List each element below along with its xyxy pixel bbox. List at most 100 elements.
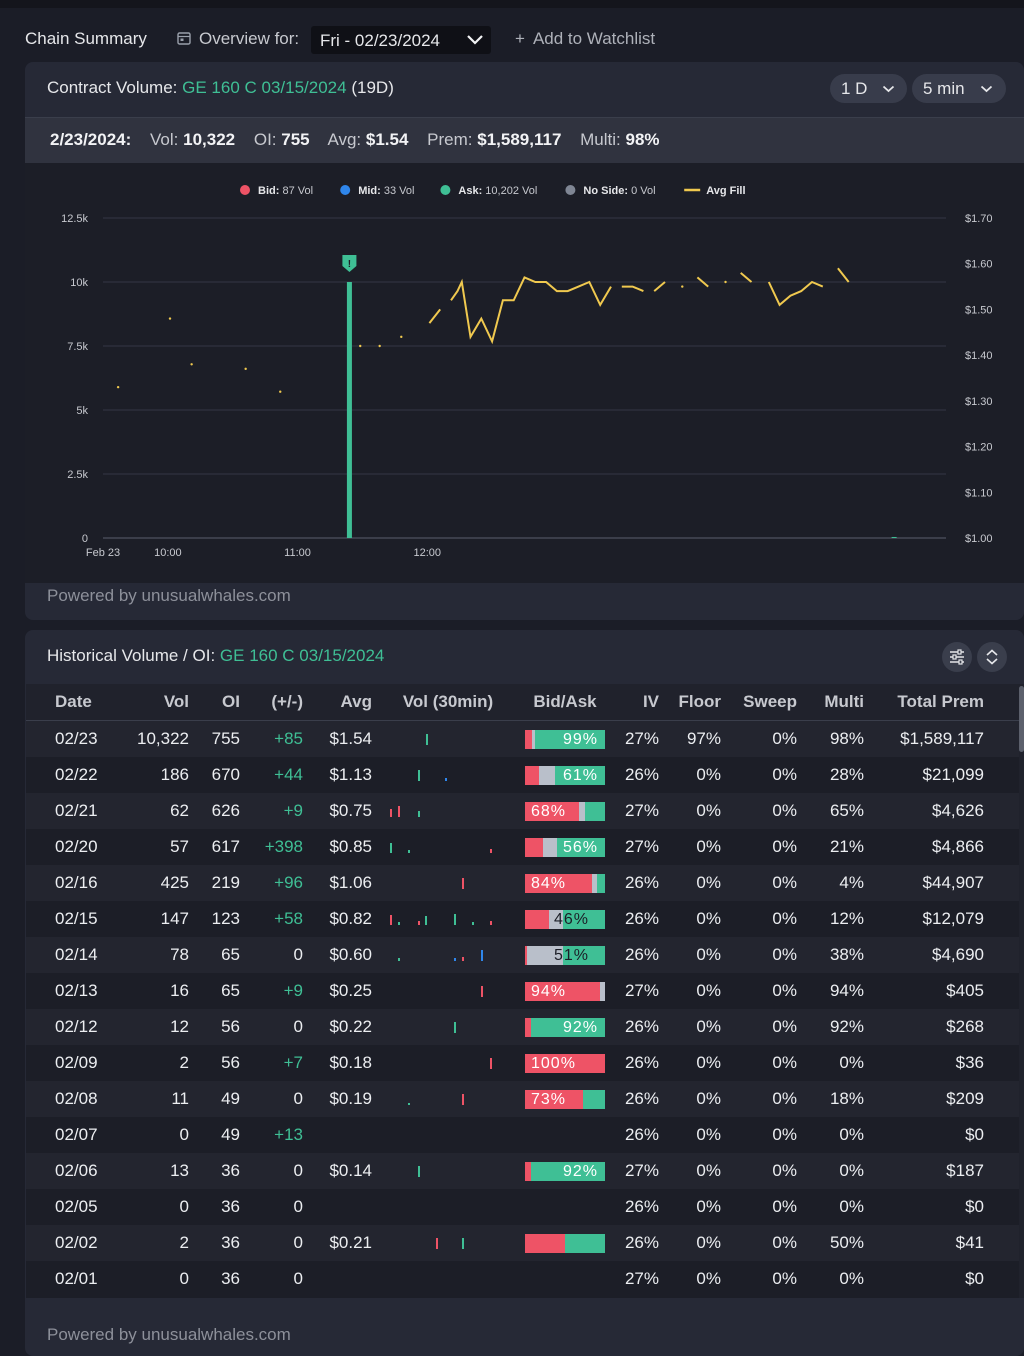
table-row[interactable]: 02/06 13 36 0 $0.14 27% 0% 0% 0% $187 92%: [26, 1153, 1019, 1189]
col-date[interactable]: Date: [55, 692, 92, 711]
avg-fill-point: [681, 285, 684, 288]
col-floor[interactable]: Floor: [678, 692, 722, 711]
cell-floor: 0%: [696, 945, 721, 964]
cell-chg: 0: [293, 1089, 303, 1108]
y-axis-tick-label: 7.5k: [67, 341, 88, 353]
legend-series-value: 87 Vol: [279, 185, 313, 197]
contract-volume-heading: Contract Volume: GE 160 C 03/15/2024 (19…: [47, 78, 394, 98]
cell-chg: 0: [293, 945, 303, 964]
table-row[interactable]: 02/07 0 49 +13 26% 0% 0% 0% $0: [26, 1117, 1019, 1153]
bid-ask-bar: 46%: [525, 910, 605, 929]
bid-segment: [525, 1234, 565, 1253]
historical-contract-symbol[interactable]: GE 160 C 03/15/2024: [219, 646, 385, 665]
table-row[interactable]: 02/16 425 219 +96 $1.06 26% 0% 0% 4% $44,907 84%: [26, 865, 1019, 901]
vol-30min-sparkline: [398, 950, 483, 961]
cell-floor: 0%: [696, 909, 721, 928]
mid-segment: [532, 730, 535, 749]
table-row[interactable]: 02/23 10,322 755 +85 $1.54 27% 97% 0% 98% $1,589,…: [26, 721, 1019, 757]
spark-bar: [462, 1238, 464, 1249]
cell-chg: 0: [293, 1269, 303, 1288]
bid-ask-bar: 92%: [525, 1162, 605, 1181]
cell-date: 02/14: [55, 945, 98, 964]
date-select[interactable]: Fri - 02/23/2024: [311, 26, 491, 54]
table-row[interactable]: 02/02 2 36 0 $0.21 26% 0% 0% 50% $41: [26, 1225, 1019, 1261]
chain-summary-title[interactable]: Chain Summary: [25, 29, 147, 48]
spark-bar: [425, 916, 427, 925]
cell-multi: 0%: [839, 1161, 864, 1180]
cell-iv: 26%: [624, 1125, 659, 1144]
interval-select[interactable]: 5 min: [912, 74, 1006, 103]
cell-iv: 27%: [624, 837, 659, 856]
legend-label: Mid: 33 Vol: [358, 185, 414, 197]
col-bid-ask[interactable]: Bid/Ask: [533, 692, 597, 711]
historical-table: Date Vol OI (+/-) Avg Vol (30min) Bid/As…: [26, 684, 1019, 1298]
cell-iv: 26%: [624, 1053, 659, 1072]
cell-date: 02/07: [55, 1125, 98, 1144]
bid-ask-percent: 99%: [562, 731, 598, 748]
cell-chg: +398: [264, 837, 303, 856]
vol-30min-sparkline: [436, 1238, 464, 1249]
cell-prem: $405: [946, 981, 984, 1000]
col-avg[interactable]: Avg: [340, 692, 373, 711]
table-row[interactable]: 02/01 0 36 0 27% 0% 0% 0% $0: [26, 1261, 1019, 1297]
table-row[interactable]: 02/14 78 65 0 $0.60 26% 0% 0% 38% $4,690 51%: [26, 937, 1019, 973]
spark-bar: [462, 1094, 464, 1105]
cell-sweep: 0%: [772, 981, 797, 1000]
cell-multi: 0%: [839, 1269, 864, 1288]
table-row[interactable]: 02/22 186 670 +44 $1.13 26% 0% 0% 28% $21,099 61%: [26, 757, 1019, 793]
ask-segment: [555, 766, 605, 785]
legend-series-name: Avg Fill: [706, 185, 745, 197]
contract-symbol[interactable]: GE 160 C 03/15/2024: [182, 78, 347, 97]
col-change[interactable]: (+/-): [271, 692, 303, 711]
table-row[interactable]: 02/21 62 626 +9 $0.75 27% 0% 0% 65% $4,626 68%: [26, 793, 1019, 829]
price-axis-tick-label: $1.00: [965, 533, 993, 545]
spark-bar: [426, 734, 428, 745]
table-row[interactable]: 02/05 0 36 0 26% 0% 0% 0% $0: [26, 1189, 1019, 1225]
col-iv[interactable]: IV: [642, 692, 659, 711]
powered-by-footer-history[interactable]: Powered by unusualwhales.com: [47, 1325, 291, 1344]
table-row[interactable]: 02/13 16 65 +9 $0.25 27% 0% 0% 94% $405 94%: [26, 973, 1019, 1009]
table-row[interactable]: 02/08 11 49 0 $0.19 26% 0% 0% 18% $209 73%: [26, 1081, 1019, 1117]
col-multi[interactable]: Multi: [824, 692, 864, 711]
cell-sweep: 0%: [772, 873, 797, 892]
table-row[interactable]: 02/15 147 123 +58 $0.82 26% 0% 0% 12% $12,079 46%: [26, 901, 1019, 937]
spark-bar: [454, 914, 456, 925]
ask-segment: [583, 1090, 605, 1109]
cell-multi: 38%: [829, 945, 864, 964]
cell-avg: $0.19: [329, 1089, 372, 1108]
powered-by-footer[interactable]: Powered by unusualwhales.com: [47, 586, 291, 605]
cell-floor: 0%: [696, 873, 721, 892]
vol-30min-sparkline: [386, 1195, 510, 1219]
cell-chg: +7: [283, 1053, 303, 1072]
bid-segment: [525, 766, 539, 785]
add-to-watchlist-button[interactable]: + Add to Watchlist: [515, 29, 655, 49]
expand-collapse-button[interactable]: [977, 642, 1007, 672]
table-row[interactable]: 02/20 57 617 +398 $0.85 27% 0% 0% 21% $4,866 56%: [26, 829, 1019, 865]
table-scrollbar-thumb[interactable]: [1019, 686, 1024, 752]
col-sweep[interactable]: Sweep: [743, 692, 797, 711]
ask-segment: [563, 946, 605, 965]
table-row[interactable]: 02/09 2 56 +7 $0.18 26% 0% 0% 0% $36 100%: [26, 1045, 1019, 1081]
table-row[interactable]: 02/12 12 56 0 $0.22 26% 0% 0% 92% $268 92%: [26, 1009, 1019, 1045]
range-select-value: 1 D: [841, 79, 868, 98]
col-total-prem[interactable]: Total Prem: [897, 692, 984, 711]
cell-iv: 27%: [624, 1161, 659, 1180]
cell-chg: +85: [274, 729, 303, 748]
vol-30min-sparkline: [481, 986, 483, 997]
bid-ask-bar: 99%: [525, 730, 605, 749]
cell-multi: 21%: [829, 837, 864, 856]
cell-date: 02/13: [55, 981, 98, 1000]
col-oi[interactable]: OI: [222, 692, 240, 711]
cell-floor: 0%: [696, 801, 721, 820]
table-scrollbar-track[interactable]: [1019, 684, 1024, 1298]
cell-chg: 0: [293, 1017, 303, 1036]
filter-settings-button[interactable]: [942, 642, 972, 672]
range-select[interactable]: 1 D: [830, 74, 907, 103]
spark-bar: [418, 1166, 420, 1177]
col-vol-30min[interactable]: Vol (30min): [402, 692, 494, 711]
spark-bar: [418, 811, 420, 817]
stats-vol-label: Vol:: [150, 130, 179, 149]
cell-oi: 36: [221, 1161, 240, 1180]
col-vol[interactable]: Vol: [163, 692, 189, 711]
legend-series-name: Ask:: [458, 185, 482, 197]
